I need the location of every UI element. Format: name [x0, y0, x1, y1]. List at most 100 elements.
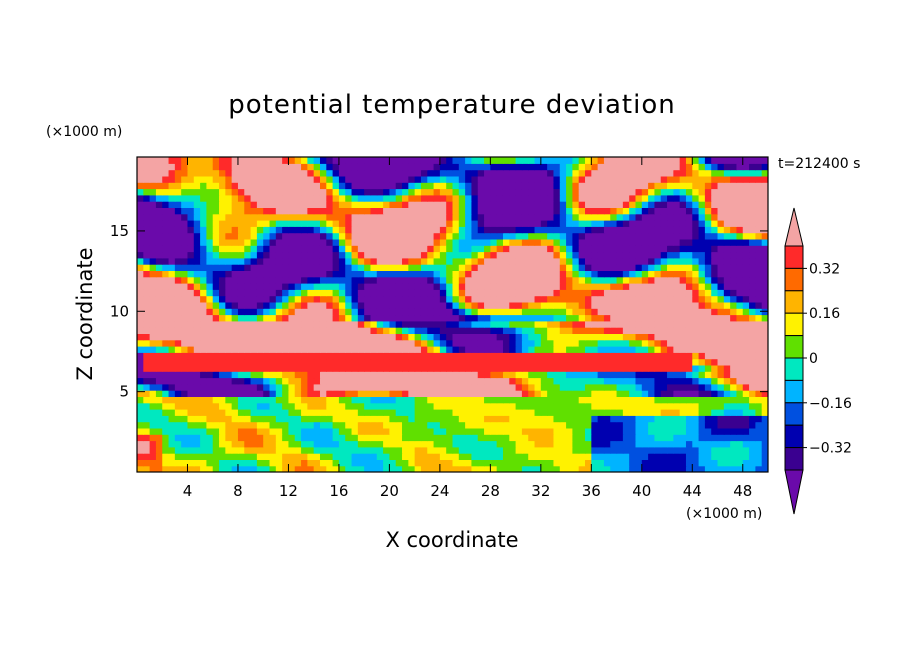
field-cell [578, 364, 586, 372]
field-cell [622, 283, 630, 290]
field-cell [225, 415, 233, 423]
field-cell [717, 245, 725, 253]
field-cell [578, 188, 586, 196]
field-cell [471, 440, 479, 448]
field-cell [667, 390, 674, 397]
field-cell [446, 245, 454, 253]
field-cell [282, 276, 290, 284]
field-cell [553, 283, 561, 290]
field-cell [433, 251, 441, 259]
field-cell [465, 446, 473, 454]
field-cell [414, 188, 422, 196]
field-cell [143, 308, 151, 316]
field-cell [439, 220, 447, 227]
field-cell [471, 446, 479, 454]
field-cell [635, 220, 643, 227]
field-cell [749, 283, 756, 290]
field-cell [711, 440, 719, 448]
field-cell [395, 301, 403, 309]
field-cell [326, 459, 334, 467]
field-cell [648, 327, 656, 334]
field-cell [597, 232, 605, 240]
field-cell [446, 352, 454, 360]
field-cell [439, 308, 447, 316]
field-cell [572, 226, 580, 234]
field-cell [351, 339, 359, 347]
field-cell [187, 220, 195, 227]
field-cell [137, 465, 144, 472]
field-cell [326, 194, 334, 202]
field-cell [193, 175, 201, 183]
field-cell [673, 314, 681, 322]
field-cell [547, 175, 555, 183]
field-cell [433, 245, 441, 253]
field-cell [509, 276, 517, 284]
field-cell [351, 251, 359, 259]
field-cell [547, 427, 555, 435]
field-cell [313, 157, 321, 164]
field-cell [269, 402, 277, 410]
field-cell [439, 182, 447, 190]
field-cell [206, 446, 214, 454]
field-cell [540, 251, 548, 259]
field-cell [313, 333, 321, 341]
field-cell [433, 163, 441, 171]
field-cell [667, 175, 674, 183]
field-cell [269, 289, 277, 297]
field-cell [458, 295, 466, 303]
field-cell [364, 446, 372, 454]
field-cell [622, 276, 630, 284]
field-cell [307, 415, 315, 423]
field-cell [313, 320, 321, 328]
field-cell [402, 264, 409, 271]
field-cell [553, 396, 561, 404]
field-cell [433, 409, 441, 416]
field-cell [616, 194, 624, 202]
field-cell [553, 415, 561, 423]
field-cell [269, 157, 277, 164]
field-cell [294, 201, 302, 208]
field-cell [742, 383, 750, 391]
field-cell [585, 175, 592, 183]
field-cell [357, 434, 365, 442]
field-cell [502, 320, 510, 328]
field-cell [263, 289, 271, 297]
field-cell [282, 459, 290, 467]
field-cell [477, 465, 485, 472]
field-cell [364, 339, 372, 347]
field-cell [502, 201, 510, 208]
field-cell [502, 283, 510, 290]
field-cell [685, 421, 693, 429]
field-cell [679, 157, 687, 164]
field-cell [427, 213, 435, 221]
field-cell [458, 352, 466, 360]
field-cell [250, 409, 258, 416]
field-cell [427, 440, 435, 448]
field-cell [484, 289, 491, 297]
field-cell [200, 308, 208, 316]
field-cell [641, 364, 649, 372]
field-cell [761, 396, 768, 404]
field-cell [395, 453, 403, 460]
field-cell [452, 465, 460, 472]
field-cell [256, 213, 264, 221]
field-cell [603, 157, 611, 164]
field-cell [692, 157, 700, 164]
field-cell [263, 415, 271, 423]
field-cell [547, 446, 555, 454]
field-cell [717, 226, 725, 234]
field-cell [408, 163, 416, 171]
field-cell [181, 415, 189, 423]
field-cell [338, 339, 346, 347]
field-cell [206, 188, 214, 196]
field-cell [648, 427, 656, 435]
field-cell [540, 465, 548, 472]
field-cell [591, 157, 599, 164]
field-cell [301, 169, 308, 177]
field-cell [484, 427, 491, 435]
field-cell [143, 289, 151, 297]
field-cell [326, 427, 334, 435]
field-cell [742, 440, 750, 448]
field-cell [446, 163, 454, 171]
field-cell [193, 238, 201, 246]
